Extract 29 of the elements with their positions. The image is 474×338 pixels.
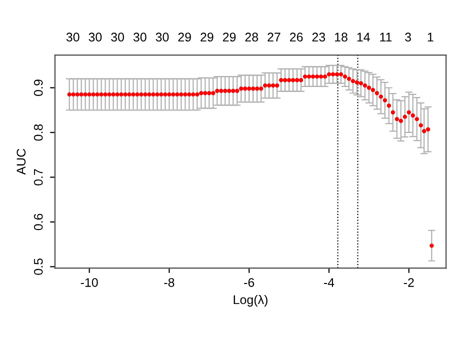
- text: 11: [380, 32, 392, 42]
- y-tick-label: 0.6: [34, 214, 43, 230]
- y-axis-title: AUC: [16, 148, 26, 175]
- text: 23: [312, 32, 326, 42]
- text: 26: [290, 32, 303, 42]
- x-tick-label: -8: [164, 278, 174, 287]
- y-tick-label: 0.5: [34, 258, 43, 275]
- text: 29: [200, 32, 214, 42]
- y-tick-label: 0.8: [34, 124, 43, 141]
- y-tick-label: 0.7: [34, 169, 43, 186]
- x-tick-label: -10: [80, 278, 98, 287]
- x-tick-label: -4: [324, 278, 334, 287]
- x-tick-label: -2: [404, 278, 414, 287]
- text: 30: [88, 32, 102, 42]
- text: 30: [133, 32, 146, 42]
- text: 3: [405, 32, 411, 42]
- text: 1: [428, 32, 434, 42]
- text: 30: [111, 32, 124, 42]
- text: 18: [335, 32, 348, 42]
- text: 29: [178, 32, 191, 42]
- x-axis-title: Log(λ): [234, 294, 268, 307]
- text: 29: [222, 32, 236, 42]
- text: 28: [245, 32, 258, 42]
- text: 30: [66, 32, 80, 42]
- text: 27: [268, 32, 280, 42]
- text: 14: [357, 32, 370, 42]
- x-tick-label: -6: [244, 278, 254, 287]
- y-tick-label: 0.9: [34, 80, 43, 96]
- text: 30: [156, 32, 169, 42]
